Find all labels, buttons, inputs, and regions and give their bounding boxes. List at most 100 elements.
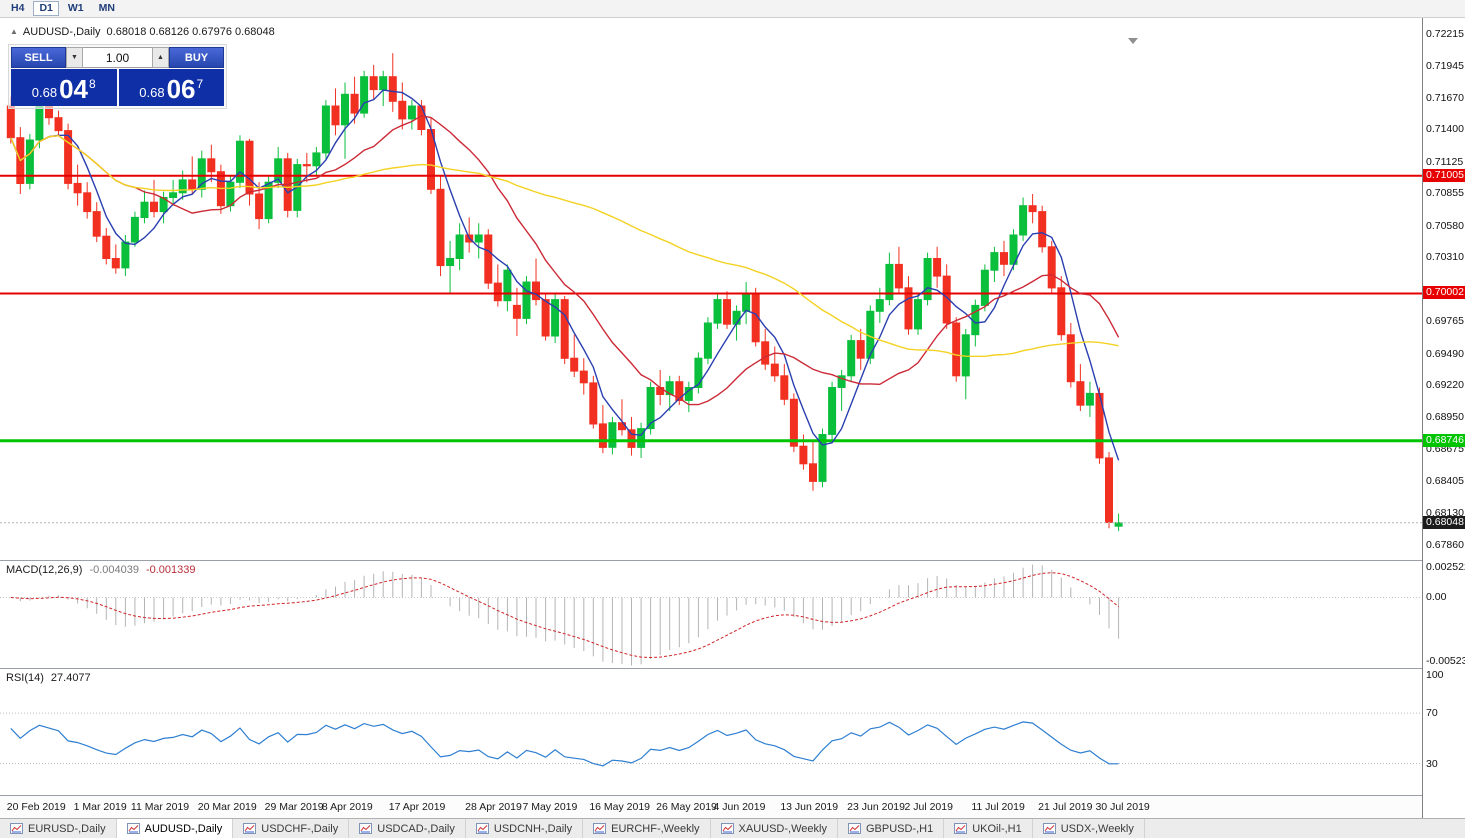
volume-step-up-button[interactable]: ▲ xyxy=(152,47,169,68)
chart-tab-label: UKOil-,H1 xyxy=(972,822,1022,835)
chart-title: ▲ AUDUSD-,Daily 0.68018 0.68126 0.67976 0.… xyxy=(10,26,275,38)
price-axis[interactable]: 0.72215 0.71945 0.71670 0.71400 0.71125 0.708… xyxy=(1422,18,1465,818)
panel-separator xyxy=(0,795,1465,796)
date-axis-label: 13 Jun 2019 xyxy=(780,801,839,813)
rsi-chart-canvas[interactable] xyxy=(0,669,1422,795)
axis-tick-label: 0.68405 xyxy=(1426,474,1464,487)
date-axis-label: 7 May 2019 xyxy=(522,801,578,813)
chart-tab-usdchf-daily[interactable]: USDCHF-,Daily xyxy=(233,819,350,838)
candlestick-chart-canvas[interactable] xyxy=(0,18,1422,560)
mini-chart-icon xyxy=(847,823,861,834)
sell-price-point: 8 xyxy=(89,77,96,91)
axis-tick-label: 0.69490 xyxy=(1426,347,1464,360)
date-axis-label: 4 Jun 2019 xyxy=(713,801,766,813)
date-axis[interactable]: 20 Feb 2019 1 Mar 2019 11 Mar 2019 20 Mar 2… xyxy=(0,796,1422,818)
volume-input[interactable] xyxy=(83,47,152,68)
chart-tab-ukoil-h1[interactable]: UKOil-,H1 xyxy=(944,819,1033,838)
axis-tick-label: 70 xyxy=(1426,707,1438,720)
date-axis-label: 26 May 2019 xyxy=(656,801,717,813)
chart-tab-audusd-daily[interactable]: AUDUSD-,Daily xyxy=(116,819,234,838)
axis-tick-label: 0.71125 xyxy=(1426,155,1464,168)
axis-tick-label: 0.70310 xyxy=(1426,251,1464,264)
timeframe-toolbar: H4 D1 W1 MN xyxy=(0,0,1465,18)
axis-tick-label: 0.71670 xyxy=(1426,91,1464,104)
mini-chart-icon xyxy=(593,823,607,834)
chart-tab-eurchf-weekly[interactable]: EURCHF-,Weekly xyxy=(583,819,711,838)
axis-tick-label: 0.71400 xyxy=(1426,123,1464,136)
date-axis-label: 20 Mar 2019 xyxy=(197,801,257,813)
timeframe-w1-button[interactable]: W1 xyxy=(62,1,90,16)
chart-tab-xauusd-weekly[interactable]: XAUUSD-,Weekly xyxy=(710,819,838,838)
date-axis-label: 29 Mar 2019 xyxy=(264,801,324,813)
chart-tab-eurusd-daily[interactable]: EURUSD-,Daily xyxy=(0,819,117,838)
axis-tick-label: 100 xyxy=(1426,669,1444,682)
mini-chart-icon xyxy=(1042,823,1056,834)
buy-price-pips: 06 xyxy=(166,74,196,104)
axis-tick-label: 0.72215 xyxy=(1426,27,1464,40)
mini-chart-icon xyxy=(954,823,968,834)
chart-tab-label: USDCAD-,Daily xyxy=(377,822,455,835)
mini-chart-icon xyxy=(126,823,140,834)
mini-chart-icon xyxy=(359,823,373,834)
chart-tab-label: XAUUSD-,Weekly xyxy=(738,822,827,835)
macd-name: MACD(12,26,9) xyxy=(6,564,83,576)
axis-tick-label: 0.69765 xyxy=(1426,315,1464,328)
timeframe-h4-button[interactable]: H4 xyxy=(5,1,30,16)
chart-tab-label: USDX-,Weekly xyxy=(1060,822,1134,835)
sell-price-display[interactable]: 0.68 04 8 xyxy=(11,69,117,106)
volume-up-icon: ▲ xyxy=(157,54,164,61)
date-axis-label: 28 Apr 2019 xyxy=(465,801,522,813)
chart-tab-label: GBPUSD-,H1 xyxy=(865,822,934,835)
current-price-label: 0.68048 xyxy=(1423,515,1465,529)
macd-signal-value: -0.001339 xyxy=(145,564,196,576)
date-axis-label: 23 Jun 2019 xyxy=(847,801,905,813)
axis-tick-label: 0.70580 xyxy=(1426,219,1464,232)
ohlc-values: 0.68018 0.68126 0.67976 0.68048 xyxy=(106,26,275,38)
date-axis-label: 16 May 2019 xyxy=(589,801,651,813)
macd-chart-canvas[interactable] xyxy=(0,561,1422,668)
macd-indicator-panel[interactable]: MACD(12,26,9) -0.004039 -0.001339 xyxy=(0,561,1422,668)
rsi-label: RSI(14) 27.4077 xyxy=(6,672,91,684)
level-price-label: 0.71005 xyxy=(1423,168,1465,182)
chart-shift-marker[interactable] xyxy=(1128,38,1138,44)
date-axis-label: 20 Feb 2019 xyxy=(6,801,66,813)
level-price-label: 0.68746 xyxy=(1423,433,1465,447)
buy-price-display[interactable]: 0.68 06 7 xyxy=(118,69,224,106)
rsi-name: RSI(14) xyxy=(6,672,44,684)
axis-tick-label: 0.71945 xyxy=(1426,59,1464,72)
buy-price-prefix: 0.68 xyxy=(139,84,165,100)
chart-tab-usdcnh-daily[interactable]: USDCNH-,Daily xyxy=(465,819,584,838)
date-axis-label: 11 Mar 2019 xyxy=(130,801,190,813)
price-chart-panel[interactable]: ▲ AUDUSD-,Daily 0.68018 0.68126 0.67976 0.… xyxy=(0,18,1422,560)
chart-tab-label: AUDUSD-,Daily xyxy=(144,822,223,835)
chart-tab-label: EURCHF-,Weekly xyxy=(611,822,700,835)
sell-button[interactable]: SELL xyxy=(11,47,66,68)
date-axis-label: 17 Apr 2019 xyxy=(388,801,446,813)
mini-chart-icon xyxy=(10,823,23,834)
chart-tab-label: USDCNH-,Daily xyxy=(493,822,573,835)
chart-tab-label: USDCHF-,Daily xyxy=(261,822,339,835)
chart-tab-gbpusd-h1[interactable]: GBPUSD-,H1 xyxy=(837,819,945,838)
level-price-label: 0.70002 xyxy=(1423,286,1465,300)
symbol-name: AUDUSD-,Daily xyxy=(22,26,101,38)
timeframe-mn-button[interactable]: MN xyxy=(93,1,121,16)
date-axis-label: 2 Jul 2019 xyxy=(904,801,953,813)
mini-chart-icon xyxy=(720,823,734,834)
panel-separator xyxy=(0,668,1465,669)
date-axis-label: 8 Apr 2019 xyxy=(321,801,373,813)
buy-price-point: 7 xyxy=(196,77,204,91)
buy-button[interactable]: BUY xyxy=(169,47,224,68)
sell-price-prefix: 0.68 xyxy=(31,84,58,100)
chart-tab-usdx-weekly[interactable]: USDX-,Weekly xyxy=(1032,819,1145,838)
rsi-indicator-panel[interactable]: RSI(14) 27.4077 xyxy=(0,669,1422,795)
chart-tabs-bar: EURUSD-,Daily AUDUSD-,Daily USDCHF-,Daily U… xyxy=(0,818,1465,838)
volume-step-down-button[interactable]: ▼ xyxy=(66,47,83,68)
chart-tab-usdcad-daily[interactable]: USDCAD-,Daily xyxy=(349,819,466,838)
collapse-panel-icon[interactable]: ▲ xyxy=(10,27,18,36)
axis-tick-label: 0.67860 xyxy=(1426,538,1464,551)
axis-tick-label: 0.70855 xyxy=(1426,187,1464,200)
chart-tab-label: EURUSD-,Daily xyxy=(28,822,106,835)
timeframe-d1-button[interactable]: D1 xyxy=(33,1,59,16)
axis-tick-label: 0.002522 xyxy=(1426,560,1465,573)
